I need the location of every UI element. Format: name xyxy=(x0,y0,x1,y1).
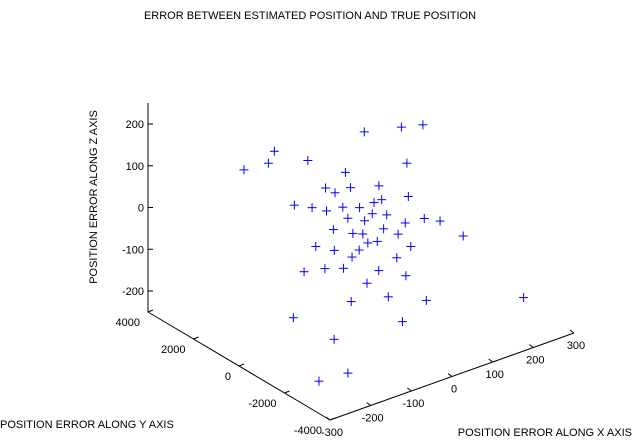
x-tick xyxy=(325,416,331,421)
x-tick xyxy=(366,402,371,406)
scatter-point xyxy=(519,293,529,303)
axes xyxy=(147,103,575,421)
scatter-point xyxy=(435,216,445,226)
y-tick-label: -2000 xyxy=(248,398,276,410)
scatter-point xyxy=(289,200,299,210)
scatter-point xyxy=(338,263,348,273)
scatter-point xyxy=(269,146,279,156)
scatter-point xyxy=(329,334,339,344)
scatter-point xyxy=(419,213,429,223)
scatter-point xyxy=(421,295,431,305)
y-tick xyxy=(147,309,154,313)
scatter-point xyxy=(314,376,324,386)
z-tick-label: 0 xyxy=(138,203,144,215)
scatter-point xyxy=(303,155,313,165)
scatter-point xyxy=(321,183,331,193)
scatter-point xyxy=(402,158,412,168)
scatter-point xyxy=(345,183,355,193)
z-tick-label: -100 xyxy=(122,244,144,256)
y-ticks: -4000 -2000 0 2000 4000 xyxy=(116,309,336,437)
x-tick-label: 300 xyxy=(567,340,585,352)
x-tick-label: -200 xyxy=(362,413,384,425)
scatter-point xyxy=(288,313,298,323)
x-axis-label: POSITION ERROR ALONG X AXIS xyxy=(458,427,632,439)
scatter-point xyxy=(397,317,407,327)
scatter-point xyxy=(367,209,377,219)
scatter-point xyxy=(340,167,350,177)
scatter-point xyxy=(458,231,468,241)
x-tick xyxy=(529,344,534,348)
scatter-point xyxy=(358,229,368,239)
scatter-point xyxy=(322,206,332,216)
x-tick-label: 0 xyxy=(451,384,457,396)
scatter-point xyxy=(338,202,348,212)
z-ticks: -200 -100 0 100 200 xyxy=(122,119,153,298)
x-tick xyxy=(569,329,575,334)
scatter-points xyxy=(239,120,529,386)
y-tick-label: 0 xyxy=(225,371,231,383)
scatter-point xyxy=(343,368,353,378)
scatter-point xyxy=(362,278,372,288)
scatter-point xyxy=(343,213,353,223)
scatter-point xyxy=(400,218,410,228)
x-tick-label: 200 xyxy=(526,355,544,367)
scatter-point xyxy=(363,238,373,248)
z-tick-label: 200 xyxy=(126,119,144,131)
y-tick xyxy=(284,390,290,394)
x-tick xyxy=(488,358,493,363)
x-tick xyxy=(447,373,453,377)
scatter-point xyxy=(401,271,411,281)
scatter-point xyxy=(369,198,379,208)
scatter-point xyxy=(396,122,406,132)
y-tick-label: 4000 xyxy=(116,317,140,329)
y-tick xyxy=(329,417,336,421)
scatter-point xyxy=(379,224,389,234)
scatter-point xyxy=(403,192,413,201)
scatter-point xyxy=(263,158,273,168)
chart-title: ERROR BETWEEN ESTIMATED POSITION AND TRU… xyxy=(144,10,476,22)
z-tick-label: 100 xyxy=(126,161,144,173)
scatter-point xyxy=(329,245,339,255)
x-tick xyxy=(407,387,412,392)
scatter-point xyxy=(359,127,369,137)
scatter-point xyxy=(382,210,392,220)
scatter-point xyxy=(383,292,393,302)
scatter-point xyxy=(239,165,249,175)
scatter-point xyxy=(355,203,365,213)
x-tick-label: 100 xyxy=(485,369,503,381)
scatter-point xyxy=(307,203,317,213)
scatter-point xyxy=(406,241,416,251)
scatter-point xyxy=(392,253,402,263)
scatter-point xyxy=(418,120,428,130)
scatter-point xyxy=(377,195,387,205)
scatter-point xyxy=(360,216,370,226)
scatter-point xyxy=(393,229,403,239)
scatter-point xyxy=(374,266,384,276)
x-ticks: -300 -200 -100 0 100 200 300 xyxy=(321,329,585,439)
scatter-point xyxy=(330,188,340,198)
z-tick-label: -200 xyxy=(122,286,144,298)
scatter-point xyxy=(320,264,330,274)
y-tick xyxy=(238,363,245,367)
scatter-point xyxy=(299,267,309,277)
scatter-point xyxy=(354,245,364,255)
y-tick xyxy=(193,336,199,340)
scatter-point xyxy=(311,242,321,251)
scatter-point xyxy=(372,236,382,246)
z-axis-label: POSITION ERROR ALONG Z AXIS xyxy=(88,110,100,284)
y-axis-label: POSITION ERROR ALONG Y AXIS xyxy=(0,419,174,431)
scatter-point xyxy=(374,181,384,191)
scatter-point xyxy=(348,228,358,238)
scatter-point xyxy=(346,297,356,307)
x-tick-label: -300 xyxy=(321,427,343,439)
scatter-point xyxy=(328,225,338,235)
x-tick-label: -100 xyxy=(402,398,424,410)
y-tick-label: -4000 xyxy=(294,425,322,437)
scatter-point xyxy=(347,252,357,262)
y-tick-label: 2000 xyxy=(161,344,185,356)
